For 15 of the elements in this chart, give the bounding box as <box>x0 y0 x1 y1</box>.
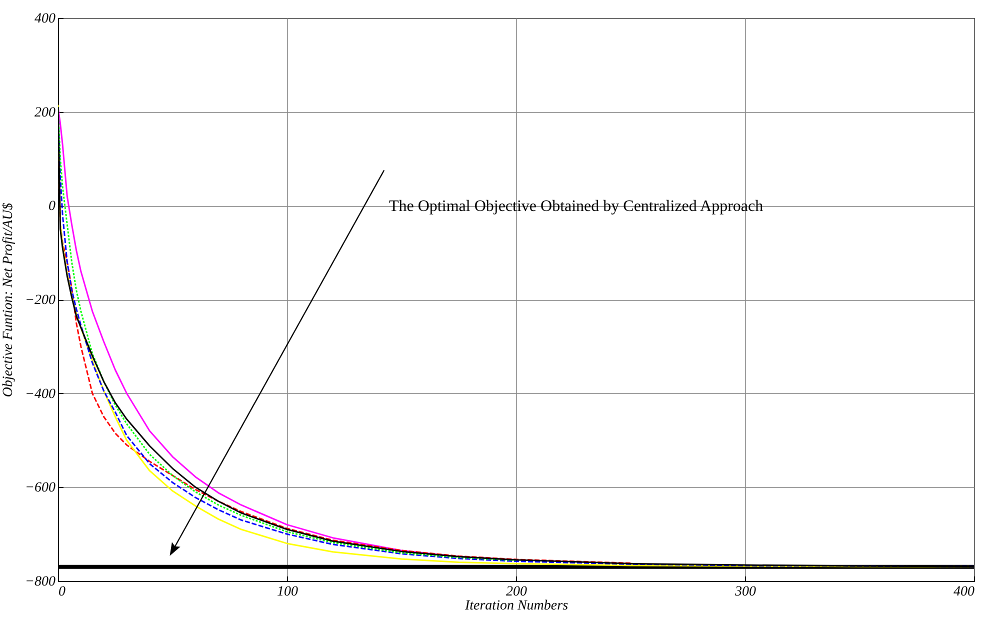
x-tick-label: 300 <box>734 584 756 600</box>
y-tick-label: 400 <box>34 12 56 26</box>
y-tick-label: −400 <box>25 386 56 402</box>
annotation: The Optimal Objective Obtained by Centralized Approach <box>389 198 764 215</box>
x-tick-label: 0 <box>58 584 66 600</box>
x-tick-label: 100 <box>277 584 298 600</box>
x-axis-title: Iteration Numbers <box>464 598 569 614</box>
x-tick-label: 400 <box>954 584 974 600</box>
y-tick-label: 200 <box>34 105 56 120</box>
y-axis-title: Objective Funtion: Net Profit/AU$ <box>1 202 16 398</box>
y-tick-label: −800 <box>25 574 56 590</box>
y-tick-label: −200 <box>25 293 56 308</box>
y-tick-label: −600 <box>25 480 56 496</box>
x-tick-label: 200 <box>506 584 527 600</box>
y-tick-label: 0 <box>48 199 56 214</box>
